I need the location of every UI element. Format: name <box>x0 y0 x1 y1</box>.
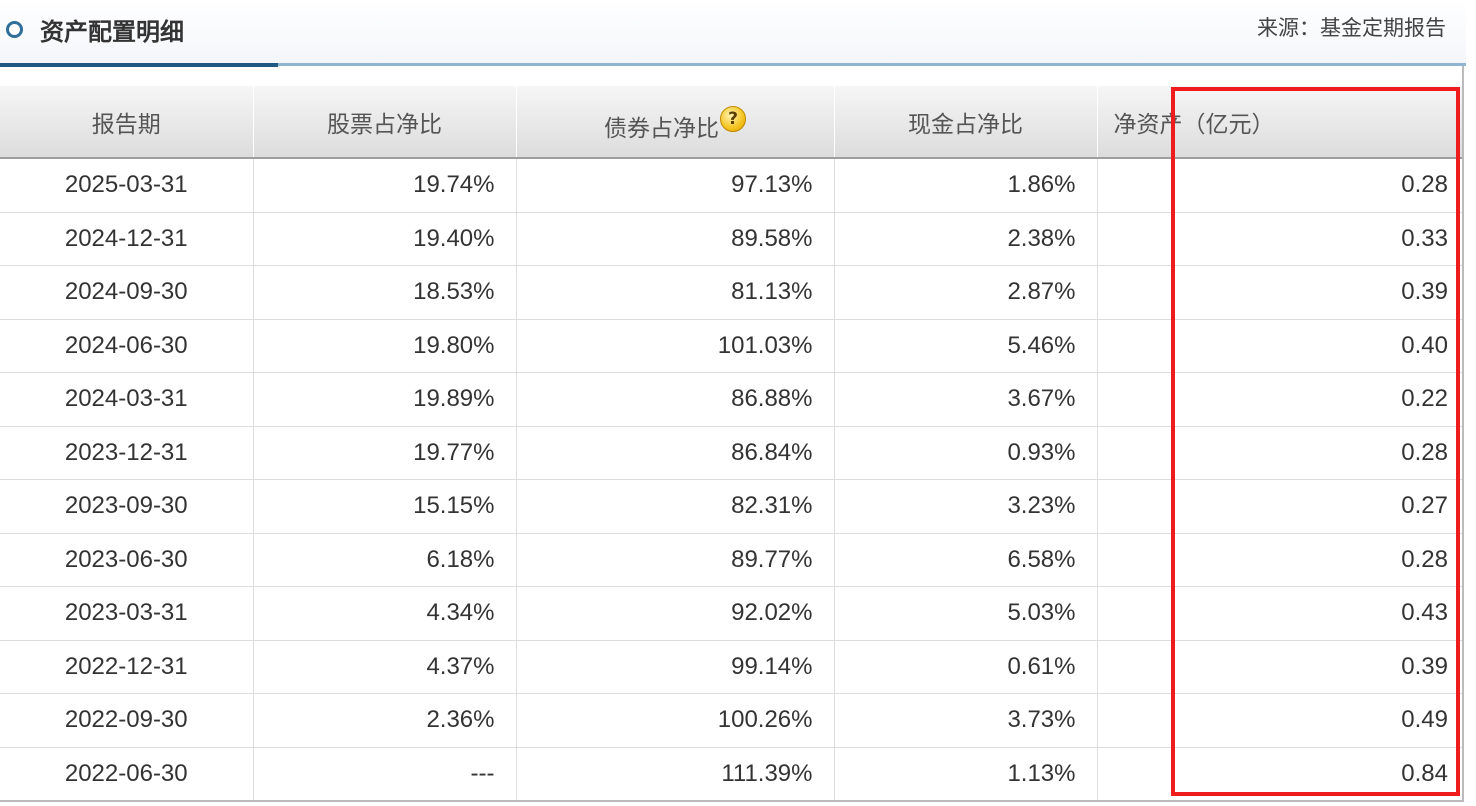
table-row: 2024-03-31 19.89% 86.88% 3.67% 0.22 <box>0 372 1462 427</box>
header-divider-accent <box>0 63 278 67</box>
cell-report-date: 2022-09-30 <box>0 693 254 748</box>
cell-stock-ratio: 19.40% <box>253 212 517 266</box>
cell-report-date: 2023-03-31 <box>0 586 254 641</box>
cell-stock-ratio: --- <box>253 747 517 801</box>
section-title: 资产配置明细 <box>40 18 184 46</box>
cell-report-date: 2025-03-31 <box>0 158 254 213</box>
cell-bond-ratio: 101.03% <box>516 319 835 373</box>
table-header: 报告期 股票占净比 债券占净比? 现金占净比 净资产（亿元） <box>0 86 1462 159</box>
cell-net-assets: 0.84 <box>1097 747 1462 801</box>
table-row: 2023-12-31 19.77% 86.84% 0.93% 0.28 <box>0 426 1462 480</box>
bond-ratio-label: 债券占净比 <box>604 116 719 142</box>
table-row: 2023-09-30 15.15% 82.31% 3.23% 0.27 <box>0 479 1462 534</box>
cell-report-date: 2024-03-31 <box>0 372 254 427</box>
help-icon[interactable]: ? <box>720 106 746 132</box>
cell-cash-ratio: 5.46% <box>834 319 1098 373</box>
cell-stock-ratio: 18.53% <box>253 265 517 320</box>
cell-cash-ratio: 2.38% <box>834 212 1098 266</box>
cell-bond-ratio: 86.84% <box>516 426 835 480</box>
cell-cash-ratio: 3.23% <box>834 479 1098 534</box>
cell-report-date: 2023-09-30 <box>0 479 254 534</box>
column-header-net-assets: 净资产（亿元） <box>1097 86 1462 159</box>
cell-stock-ratio: 6.18% <box>253 533 517 587</box>
cell-stock-ratio: 2.36% <box>253 693 517 748</box>
cell-bond-ratio: 81.13% <box>516 265 835 320</box>
cell-cash-ratio: 0.93% <box>834 426 1098 480</box>
cell-net-assets: 0.22 <box>1097 372 1462 427</box>
cell-net-assets: 0.28 <box>1097 158 1462 213</box>
table-row: 2023-06-30 6.18% 89.77% 6.58% 0.28 <box>0 533 1462 587</box>
table-row: 2022-09-30 2.36% 100.26% 3.73% 0.49 <box>0 693 1462 748</box>
cell-report-date: 2024-06-30 <box>0 319 254 373</box>
cell-bond-ratio: 100.26% <box>516 693 835 748</box>
header-row: 报告期 股票占净比 债券占净比? 现金占净比 净资产（亿元） <box>0 86 1462 159</box>
cell-bond-ratio: 82.31% <box>516 479 835 534</box>
cell-report-date: 2022-12-31 <box>0 640 254 694</box>
table-frame-bottom <box>0 800 1464 802</box>
cell-bond-ratio: 111.39% <box>516 747 835 801</box>
cell-net-assets: 0.49 <box>1097 693 1462 748</box>
cell-net-assets: 0.33 <box>1097 212 1462 266</box>
table-body: 2025-03-31 19.74% 97.13% 1.86% 0.28 2024-12-3… <box>0 158 1462 801</box>
cell-stock-ratio: 19.89% <box>253 372 517 427</box>
table-row: 2022-12-31 4.37% 99.14% 0.61% 0.39 <box>0 640 1462 694</box>
column-header-stock-ratio: 股票占净比 <box>253 86 517 159</box>
table-row: 2024-06-30 19.80% 101.03% 5.46% 0.40 <box>0 319 1462 373</box>
table-row: 2025-03-31 19.74% 97.13% 1.86% 0.28 <box>0 158 1462 213</box>
cell-net-assets: 0.40 <box>1097 319 1462 373</box>
asset-allocation-table: 报告期 股票占净比 债券占净比? 现金占净比 净资产（亿元） 2025-03-3… <box>0 86 1462 801</box>
cell-cash-ratio: 3.67% <box>834 372 1098 427</box>
table-row: 2024-12-31 19.40% 89.58% 2.38% 0.33 <box>0 212 1462 266</box>
source-label: 来源：基金定期报告 <box>1257 16 1446 40</box>
cell-cash-ratio: 6.58% <box>834 533 1098 587</box>
cell-stock-ratio: 19.74% <box>253 158 517 213</box>
cell-stock-ratio: 4.37% <box>253 640 517 694</box>
circle-bullet-icon <box>6 21 23 38</box>
cell-cash-ratio: 0.61% <box>834 640 1098 694</box>
cell-cash-ratio: 1.86% <box>834 158 1098 213</box>
cell-report-date: 2024-09-30 <box>0 265 254 320</box>
cell-bond-ratio: 86.88% <box>516 372 835 427</box>
cell-bond-ratio: 99.14% <box>516 640 835 694</box>
cell-bond-ratio: 97.13% <box>516 158 835 213</box>
cell-net-assets: 0.28 <box>1097 533 1462 587</box>
cell-report-date: 2022-06-30 <box>0 747 254 801</box>
cell-stock-ratio: 19.77% <box>253 426 517 480</box>
cell-report-date: 2023-12-31 <box>0 426 254 480</box>
cell-net-assets: 0.39 <box>1097 640 1462 694</box>
cell-net-assets: 0.27 <box>1097 479 1462 534</box>
header-divider <box>0 63 1466 66</box>
cell-report-date: 2024-12-31 <box>0 212 254 266</box>
cell-bond-ratio: 89.77% <box>516 533 835 587</box>
table-frame-right <box>1462 66 1464 802</box>
table-row: 2022-06-30 --- 111.39% 1.13% 0.84 <box>0 747 1462 801</box>
column-header-report-date: 报告期 <box>0 86 254 159</box>
table-row: 2024-09-30 18.53% 81.13% 2.87% 0.39 <box>0 265 1462 320</box>
column-header-bond-ratio: 债券占净比? <box>516 86 835 159</box>
section-header: 资产配置明细 来源：基金定期报告 <box>0 0 1466 65</box>
cell-cash-ratio: 3.73% <box>834 693 1098 748</box>
table-row: 2023-03-31 4.34% 92.02% 5.03% 0.43 <box>0 586 1462 641</box>
cell-cash-ratio: 2.87% <box>834 265 1098 320</box>
cell-net-assets: 0.28 <box>1097 426 1462 480</box>
cell-net-assets: 0.43 <box>1097 586 1462 641</box>
cell-stock-ratio: 19.80% <box>253 319 517 373</box>
cell-stock-ratio: 15.15% <box>253 479 517 534</box>
cell-stock-ratio: 4.34% <box>253 586 517 641</box>
cell-bond-ratio: 89.58% <box>516 212 835 266</box>
cell-cash-ratio: 1.13% <box>834 747 1098 801</box>
cell-cash-ratio: 5.03% <box>834 586 1098 641</box>
cell-net-assets: 0.39 <box>1097 265 1462 320</box>
column-header-cash-ratio: 现金占净比 <box>834 86 1098 159</box>
cell-report-date: 2023-06-30 <box>0 533 254 587</box>
cell-bond-ratio: 92.02% <box>516 586 835 641</box>
